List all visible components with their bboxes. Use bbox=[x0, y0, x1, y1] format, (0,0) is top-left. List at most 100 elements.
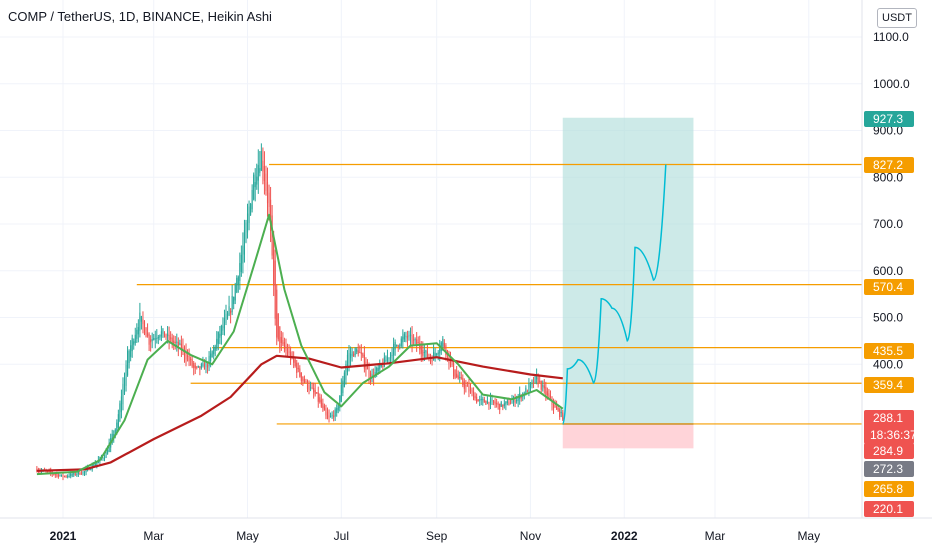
candle-body bbox=[357, 350, 359, 354]
price-tag bbox=[864, 157, 914, 173]
candle-body bbox=[303, 379, 305, 383]
candle-body bbox=[205, 362, 207, 367]
candle-body bbox=[331, 414, 333, 417]
candle-body bbox=[408, 334, 410, 338]
candle-body bbox=[545, 386, 547, 396]
candle-body bbox=[393, 343, 395, 356]
chart-grid bbox=[0, 0, 862, 518]
candle-body bbox=[170, 337, 172, 339]
candle-body bbox=[506, 400, 508, 404]
candle-body bbox=[240, 254, 242, 272]
price-tag bbox=[864, 481, 914, 497]
candle-body bbox=[36, 469, 38, 472]
candle-body bbox=[228, 306, 230, 316]
candle-body bbox=[185, 351, 187, 360]
candle-body bbox=[282, 339, 284, 345]
candle-body bbox=[80, 473, 83, 475]
time-tick-label: Mar bbox=[143, 529, 164, 543]
candle-body bbox=[177, 341, 179, 348]
candle-body bbox=[193, 362, 195, 368]
candle-body bbox=[210, 353, 212, 362]
currency-button[interactable]: USDT bbox=[877, 8, 917, 28]
ma-slow-line bbox=[36, 354, 563, 472]
candle-body bbox=[426, 351, 428, 358]
candle-body bbox=[402, 336, 404, 343]
candle-body bbox=[480, 398, 482, 401]
candle-body bbox=[343, 372, 345, 387]
candle-body bbox=[236, 278, 238, 293]
candle-body bbox=[311, 387, 313, 389]
price-tag-label: 288.1 bbox=[873, 411, 903, 425]
candle-body bbox=[439, 348, 441, 354]
price-tag bbox=[864, 410, 914, 444]
price-tag-label: 435.5 bbox=[873, 344, 903, 358]
candle-body bbox=[200, 364, 202, 368]
candle-body bbox=[423, 352, 425, 354]
candle-body bbox=[366, 365, 369, 370]
time-tick-label: Sep bbox=[426, 529, 448, 543]
price-tag-label: 359.4 bbox=[873, 378, 903, 392]
candle-body bbox=[102, 457, 104, 459]
candle-body bbox=[76, 474, 78, 476]
candle-body bbox=[242, 245, 244, 264]
candle-body bbox=[125, 364, 127, 386]
candle-body bbox=[342, 380, 344, 394]
price-tag-label: 265.8 bbox=[873, 482, 903, 496]
candle-body bbox=[434, 353, 436, 357]
candle-body bbox=[233, 296, 235, 305]
candle-body bbox=[502, 404, 504, 408]
candle-body bbox=[225, 313, 227, 324]
candle-body bbox=[528, 383, 530, 392]
candle-body bbox=[54, 473, 56, 475]
candle-body bbox=[509, 403, 512, 405]
candle-body bbox=[457, 375, 459, 379]
price-tag bbox=[864, 343, 914, 359]
candle-body bbox=[68, 476, 70, 478]
candle-body bbox=[277, 313, 279, 340]
candle-body bbox=[173, 340, 175, 344]
candle-body bbox=[349, 353, 352, 359]
candle-body bbox=[328, 415, 330, 418]
candle-body bbox=[466, 385, 468, 387]
candle-body bbox=[560, 411, 562, 414]
time-axis[interactable]: 2021 Mar May Jul Sep Nov 2022 Mar May bbox=[50, 529, 820, 543]
candle-body bbox=[71, 474, 73, 476]
candle-body bbox=[223, 317, 226, 329]
price-axis[interactable]: 1100.01000.0900.0800.0700.0600.0500.0400… bbox=[873, 30, 910, 371]
candle-body bbox=[77, 471, 79, 475]
candle-body bbox=[237, 276, 239, 286]
candle-body bbox=[400, 338, 402, 346]
time-tick-label: Jul bbox=[334, 529, 349, 543]
candle-body bbox=[231, 295, 233, 313]
candle-body bbox=[245, 222, 247, 243]
candle-body bbox=[316, 392, 318, 394]
candle-body bbox=[348, 353, 350, 364]
candle-body bbox=[123, 377, 126, 395]
candle-body bbox=[79, 472, 81, 475]
candle-body bbox=[62, 475, 64, 478]
candle-body bbox=[405, 335, 407, 337]
candle-body bbox=[520, 396, 522, 399]
candle-body bbox=[116, 422, 118, 433]
candle-body bbox=[140, 316, 142, 322]
candle-body bbox=[145, 327, 147, 338]
candle-body bbox=[388, 357, 390, 359]
candle-body bbox=[346, 354, 349, 372]
ma-fast-line bbox=[36, 213, 564, 476]
price-tag bbox=[864, 443, 914, 459]
candle-body bbox=[274, 260, 276, 319]
candle-body bbox=[413, 339, 415, 341]
candle-body bbox=[83, 471, 86, 473]
candle-body bbox=[156, 337, 158, 339]
candle-body bbox=[299, 368, 301, 377]
price-tag-label: 220.1 bbox=[873, 502, 903, 516]
candle-body bbox=[220, 325, 222, 336]
candle-body bbox=[397, 345, 399, 348]
candle-body bbox=[187, 355, 189, 357]
candle-body bbox=[433, 351, 435, 361]
candle-body bbox=[473, 391, 475, 401]
candle-body bbox=[306, 380, 309, 389]
candle-body bbox=[425, 350, 427, 353]
moving-averages bbox=[36, 213, 564, 476]
